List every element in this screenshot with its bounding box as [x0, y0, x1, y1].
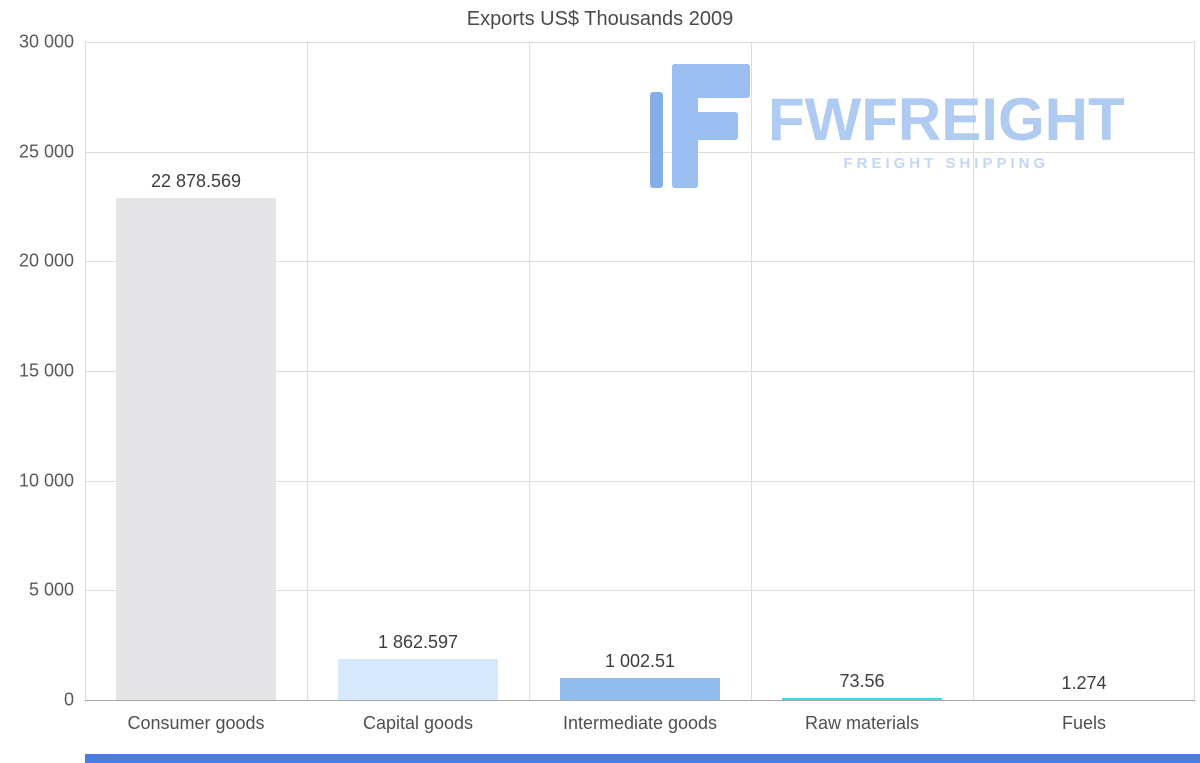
y-gridline	[85, 261, 1195, 263]
footer-strip	[85, 754, 1200, 763]
y-tick-label: 0	[63, 689, 74, 710]
bar-intermediate-goods	[560, 678, 720, 700]
bar-value-label: 1 862.597	[377, 632, 459, 653]
x-gridline	[307, 42, 308, 700]
plot-area: 22 878.569 1 862.597 1 002.51 73.56 1.274	[85, 42, 1195, 701]
fwfreight-logo-icon	[650, 64, 750, 188]
x-gridline	[529, 42, 530, 700]
watermark: FWFREIGHT FREIGHT SHIPPING	[648, 64, 1125, 188]
x-tick-label: Raw materials	[804, 713, 920, 733]
x-tick-label: Fuels	[1061, 713, 1107, 733]
y-tick-label: 30 000	[18, 31, 74, 52]
x-gridline	[973, 42, 974, 700]
y-gridline	[85, 151, 1195, 153]
watermark-tagline-text: FREIGHT SHIPPING	[843, 155, 1050, 172]
x-gridline	[751, 42, 752, 700]
bar-value-label: 73.56	[839, 671, 885, 691]
y-gridline	[85, 590, 1195, 592]
x-gridline	[1194, 42, 1195, 700]
x-tick-label: Intermediate goods	[562, 713, 718, 733]
bar-value-label: 1.274	[1061, 672, 1107, 693]
y-gridline	[85, 371, 1195, 372]
bar-raw-materials	[782, 698, 942, 700]
y-tick-label: 25 000	[18, 141, 74, 162]
y-tick-label: 20 000	[18, 250, 74, 271]
x-gridline	[85, 42, 86, 700]
y-gridline	[85, 42, 1195, 43]
y-tick-label: 10 000	[18, 470, 74, 491]
bar-consumer-goods	[116, 198, 276, 700]
y-gridline	[85, 700, 1195, 701]
watermark-text: FWFREIGHT FREIGHT SHIPPING	[768, 88, 1125, 172]
x-tick-label: Consumer goods	[127, 713, 265, 733]
x-tick-label: Capital goods	[362, 713, 474, 733]
y-tick-label: 15 000	[18, 360, 74, 381]
bar-value-label: 22 878.569	[150, 171, 242, 192]
y-tick-label: 5 000	[28, 579, 74, 600]
y-gridline	[85, 480, 1195, 482]
bar-value-label: 1 002.51	[604, 651, 676, 672]
chart-title: Exports US$ Thousands 2009	[466, 8, 734, 30]
bar-capital-goods	[338, 659, 498, 700]
watermark-brand-text: FWFREIGHT	[768, 86, 1125, 153]
